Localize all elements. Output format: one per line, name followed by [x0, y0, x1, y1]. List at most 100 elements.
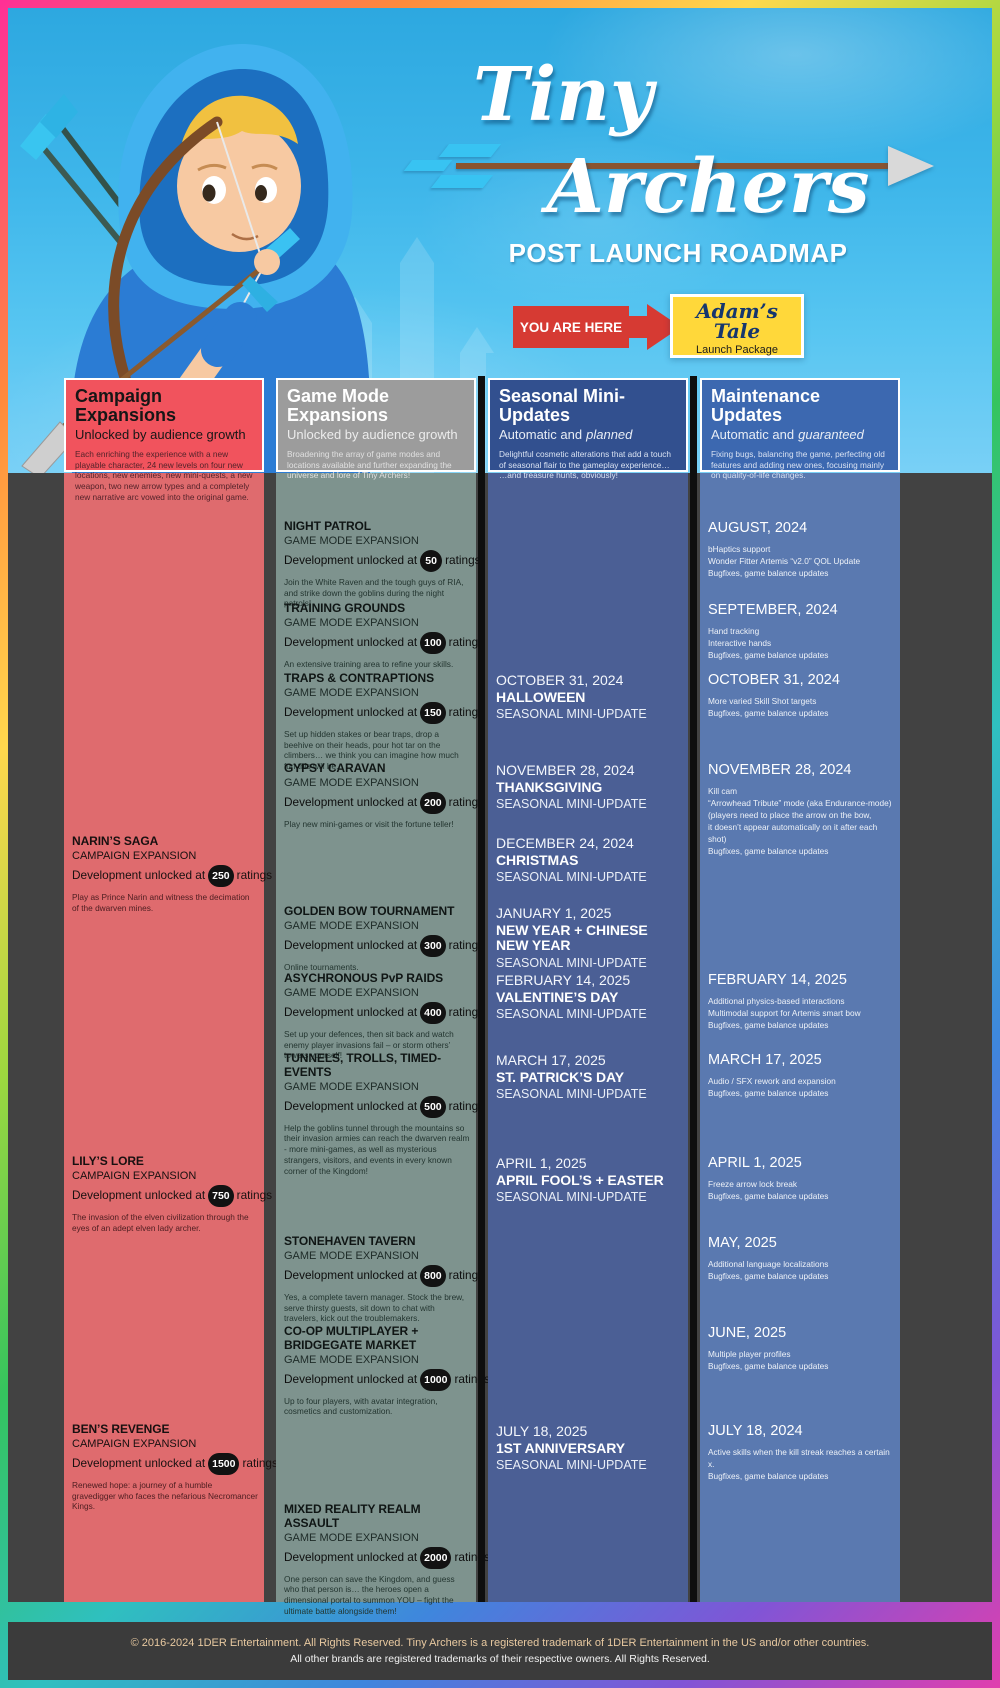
maintenance-item: AUGUST, 2024 bHaptics support Wonder Fitt… [708, 520, 894, 579]
item-date: FEBRUARY 14, 2025 [708, 972, 847, 988]
item-date: MARCH 17, 2025 [708, 1052, 822, 1068]
item-type-label: SEASONAL MINI-UPDATE [496, 870, 647, 885]
rating-badge: 500 [420, 1095, 446, 1118]
unlock-line: Development unlocked at 1500 ratings [72, 1452, 278, 1475]
subtitle-text: Unlocked by audience growth [75, 426, 246, 442]
seasonal-column: OCTOBER 31, 2024 HALLOWEEN SEASONAL MINI-U… [488, 473, 688, 1602]
item-type-label: GAME MODE EXPANSION [284, 534, 419, 547]
arrow-fletching [403, 160, 453, 171]
unlock-line: Development unlocked at 100 ratings [284, 631, 484, 654]
item-date: MARCH 17, 2025 [496, 1052, 606, 1068]
column-subtitle: Unlocked by audience growth [75, 427, 253, 442]
column-description: Each enriching the experience with a new… [75, 448, 253, 502]
launch-package-title: Adam’s Tale [696, 299, 778, 343]
unlock-prefix: Development unlocked at [284, 1549, 418, 1564]
item-description: An extensive training area to refine you… [284, 658, 454, 669]
unlock-line: Development unlocked at 2000 ratings [284, 1546, 490, 1569]
column-header-campaign: Campaign Expansions Unlocked by audience… [64, 378, 264, 502]
rating-badge: 2000 [420, 1546, 452, 1569]
item-type-label: CAMPAIGN EXPANSION [72, 849, 197, 862]
rating-badge: 1500 [208, 1452, 240, 1475]
unlock-prefix: Development unlocked at [284, 1371, 418, 1386]
column-title: Maintenance Updates [711, 386, 821, 425]
item-description: Play as Prince Narin and witness the dec… [72, 891, 250, 913]
column-description: Fixing bugs, balancing the game, perfect… [711, 448, 885, 481]
game-logo-line1: Tiny [473, 52, 653, 138]
item-type-label: CAMPAIGN EXPANSION [72, 1169, 197, 1182]
unlock-prefix: Development unlocked at [284, 1267, 418, 1282]
item-title: ASYCHRONOUS PvP RAIDS [284, 971, 444, 985]
item-description: Play new mini-games or visit the fortune… [284, 818, 454, 829]
rating-badge: 300 [420, 934, 446, 957]
item-type-label: SEASONAL MINI-UPDATE [496, 797, 647, 812]
seasonal-item: MARCH 17, 2025 ST. PATRICK’S DAY SEASONAL … [496, 1052, 682, 1101]
seasonal-item: JULY 18, 2025 1ST ANNIVERSARY SEASONAL MIN… [496, 1423, 682, 1472]
trademark-line: All other brands are registered trademar… [290, 1653, 710, 1665]
item-date: MAY, 2025 [708, 1235, 777, 1251]
item-type-label: SEASONAL MINI-UPDATE [496, 1007, 647, 1022]
unlock-prefix: Development unlocked at [72, 1187, 206, 1202]
item-title: BEN’S REVENGE [72, 1422, 170, 1436]
item-date: NOVEMBER 28, 2024 [496, 762, 635, 778]
item-description: Renewed hope: a journey of a humble grav… [72, 1479, 258, 1512]
unlock-suffix: ratings [448, 1098, 485, 1113]
column-title: Campaign Expansions [75, 386, 177, 425]
maintenance-column: AUGUST, 2024 bHaptics support Wonder Fitt… [700, 473, 900, 1602]
rating-badge: 1000 [420, 1368, 452, 1391]
item-date: APRIL 1, 2025 [496, 1155, 587, 1171]
item-type-label: GAME MODE EXPANSION [284, 986, 419, 999]
item-date: JULY 18, 2024 [708, 1423, 803, 1439]
unlock-line: Development unlocked at 750 ratings [72, 1184, 272, 1207]
unlock-prefix: Development unlocked at [284, 704, 418, 719]
arrow-fletching [438, 144, 502, 157]
subtitle-text: Unlocked by audience growth [287, 426, 458, 442]
item-title: CHRISTMAS [496, 852, 579, 868]
unlock-suffix: ratings [448, 1004, 485, 1019]
item-type-label: GAME MODE EXPANSION [284, 1249, 419, 1262]
item-description: Set up your defences, then sit back and … [284, 1028, 454, 1061]
item-title: ST. PATRICK’S DAY [496, 1069, 624, 1085]
item-bullets: More varied Skill Shot targets Bugfixes,… [708, 696, 829, 719]
item-title: NARIN’S SAGA [72, 834, 159, 848]
item-bullets: Additional physics-based interactions Mu… [708, 996, 861, 1031]
item-type-label: GAME MODE EXPANSION [284, 776, 419, 789]
column-title: Game Mode Expansions [287, 386, 390, 425]
unlock-suffix: ratings [236, 1187, 273, 1202]
column-header-seasonal: Seasonal Mini-Updates Automatic and plann… [488, 378, 688, 480]
expansion-item: CO-OP MULTIPLAYER + BRIDGEGATE MARKET GAM… [284, 1324, 490, 1417]
footer: © 2016-2024 1DER Entertainment. All Righ… [8, 1622, 992, 1680]
item-type-label: GAME MODE EXPANSION [284, 686, 419, 699]
campaign-column: NARIN’S SAGA CAMPAIGN EXPANSION Developmen… [64, 473, 278, 1602]
unlock-line: Development unlocked at 250 ratings [72, 864, 272, 887]
column-divider [478, 376, 485, 1602]
launch-package-callout: Adam’s Tale Launch Package [670, 294, 804, 358]
arrow-shaft [456, 163, 896, 169]
item-type-label: GAME MODE EXPANSION [284, 1353, 419, 1366]
unlock-line: Development unlocked at 50 ratings [284, 549, 481, 572]
item-type-label: GAME MODE EXPANSION [284, 1531, 419, 1544]
item-title: NEW YEAR + CHINESE NEW YEAR [496, 922, 648, 954]
item-title: MIXED REALITY REALM ASSAULT [284, 1502, 421, 1530]
item-date: DECEMBER 24, 2024 [496, 835, 634, 851]
item-description: Join the White Raven and the tough guys … [284, 576, 464, 609]
maintenance-item: APRIL 1, 2025 Freeze arrow lock break Bug… [708, 1155, 894, 1202]
item-title: 1ST ANNIVERSARY [496, 1440, 625, 1456]
unlock-prefix: Development unlocked at [72, 1455, 206, 1470]
item-type-label: SEASONAL MINI-UPDATE [496, 1087, 647, 1102]
item-type-label: SEASONAL MINI-UPDATE [496, 1190, 647, 1205]
column-header-gamemode: Game Mode Expansions Unlocked by audienc… [276, 378, 476, 480]
item-title: CO-OP MULTIPLAYER + BRIDGEGATE MARKET [284, 1324, 419, 1352]
item-description: Yes, a complete tavern manager. Stock th… [284, 1291, 465, 1324]
column-description: Delightful cosmetic alterations that add… [499, 448, 672, 481]
rating-badge: 200 [420, 791, 446, 814]
item-title: THANKSGIVING [496, 779, 603, 795]
maintenance-item: JULY 18, 2024 Active skills when the kill… [708, 1423, 894, 1482]
item-description: Online tournaments. [284, 961, 359, 972]
rating-badge: 150 [420, 701, 446, 724]
arrow-head [888, 146, 934, 186]
item-description: The invasion of the elven civilization t… [72, 1211, 249, 1233]
column-header-maintenance: Maintenance Updates Automatic and guarant… [700, 378, 900, 480]
expansion-item: TRAINING GROUNDS GAME MODE EXPANSION Devel… [284, 601, 484, 670]
item-type-label: CAMPAIGN EXPANSION [72, 1437, 197, 1450]
item-date: APRIL 1, 2025 [708, 1155, 802, 1171]
